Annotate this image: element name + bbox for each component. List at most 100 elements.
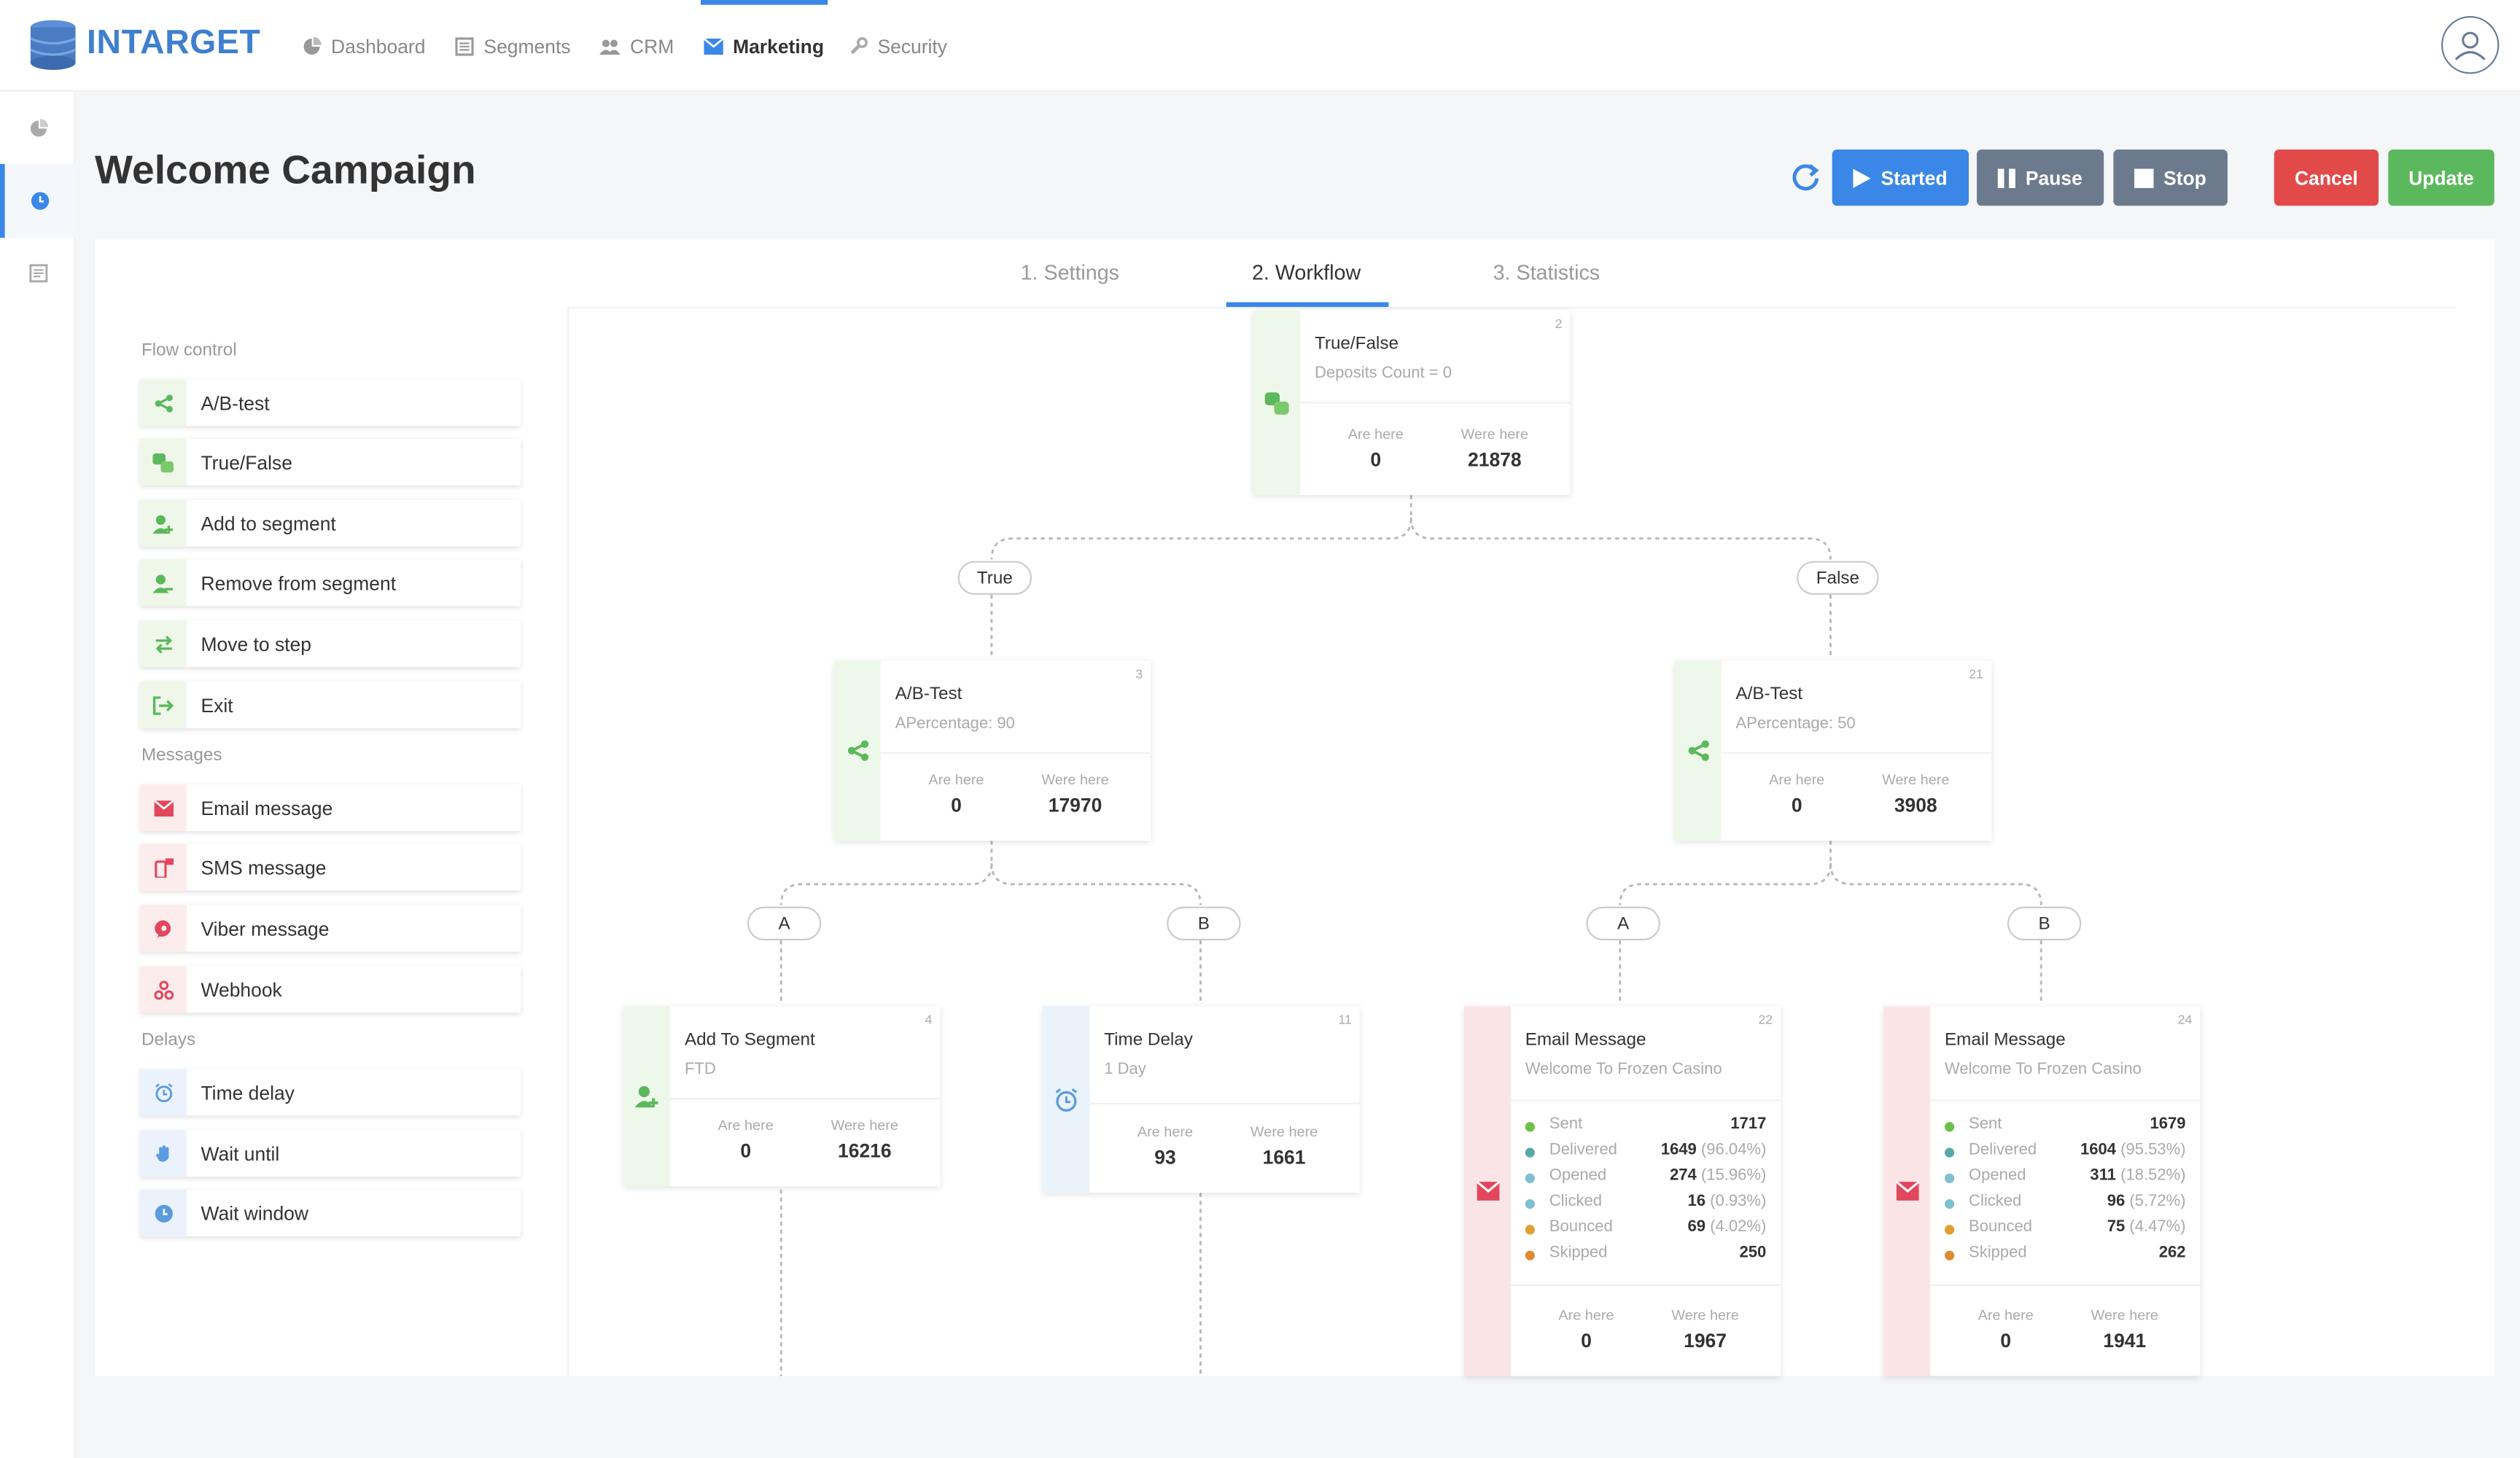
metric-count: 1649 — [1660, 1141, 1697, 1159]
metric-count: 1679 — [2150, 1115, 2186, 1134]
workflow-node-true-false[interactable]: 2 True/False Deposits Count = 0 Are here… — [1253, 310, 1571, 496]
were-here-value: 16216 — [838, 1139, 892, 1163]
palette-item-email-message[interactable]: Email message — [139, 784, 521, 832]
document-icon — [28, 264, 47, 283]
database-logo-icon[interactable] — [29, 19, 77, 71]
branch-label-a[interactable]: A — [747, 906, 822, 940]
palette-item-viber-message[interactable]: Viber message — [139, 905, 521, 952]
pause-button[interactable]: Pause — [1977, 149, 2104, 206]
viber-icon — [154, 919, 170, 938]
are-here-value: 93 — [1154, 1146, 1176, 1169]
envelope-icon — [1476, 1181, 1499, 1201]
palette-label: Wait until — [201, 1142, 280, 1165]
palette-item-ab-test[interactable]: A/B-test — [139, 379, 521, 426]
branch-label-b[interactable]: B — [2007, 906, 2082, 940]
node-title: Add To Segment — [684, 1030, 815, 1050]
were-here-value: 1661 — [1262, 1146, 1306, 1169]
metric-label: Opened — [1549, 1166, 1607, 1185]
metric-value: 274 (15.96%) — [1670, 1167, 1766, 1185]
metric-label: Bounced — [1969, 1218, 2033, 1236]
user-remove-icon — [152, 574, 173, 593]
branch-label-true[interactable]: True — [957, 561, 1032, 595]
metric-value: 75 (4.47%) — [2107, 1218, 2186, 1236]
branch-label-a[interactable]: A — [1586, 906, 1660, 940]
node-title: Time Delay — [1104, 1030, 1193, 1050]
brand-name[interactable]: INTARGET — [87, 24, 261, 61]
pie-chart-icon — [29, 119, 48, 137]
palette-item-true-false[interactable]: True/False — [139, 438, 521, 486]
node-divider — [1089, 1102, 1360, 1104]
started-button[interactable]: Started — [1832, 149, 1969, 206]
node-id: 22 — [1758, 1013, 1773, 1028]
rail-item-campaigns[interactable] — [0, 163, 76, 238]
workflow-node-ab-test[interactable]: 21 A/B-Test APercentage: 50 Are here 0 W… — [1674, 660, 1991, 841]
workflow-node-ab-test[interactable]: 3 A/B-Test APercentage: 90 Are here 0 We… — [833, 660, 1151, 841]
palette-item-sms-message[interactable]: SMS message — [139, 843, 521, 891]
palette-item-move-to-step[interactable]: Move to step — [139, 620, 521, 668]
stop-button[interactable]: Stop — [2113, 149, 2228, 206]
palette-item-exit[interactable]: Exit — [139, 681, 521, 728]
rail-item-reports[interactable] — [0, 236, 76, 310]
tab-workflow[interactable]: 2. Workflow — [1251, 260, 1361, 285]
metric-label: Skipped — [1549, 1244, 1608, 1263]
metric-percent: (5.72%) — [2129, 1193, 2186, 1211]
palette-item-time-delay[interactable]: Time delay — [139, 1069, 521, 1116]
palette-item-remove-from-segment[interactable]: Remove from segment — [139, 559, 521, 607]
palette-label: Email message — [201, 796, 333, 819]
node-divider — [1721, 752, 1991, 755]
nav-label: Segments — [483, 34, 571, 58]
palette-label: Add to segment — [201, 512, 336, 535]
workflow-node-add-to-segment[interactable]: 4 Add To Segment FTD Are here 0 Were her… — [623, 1006, 941, 1187]
palette-item-wait-until[interactable]: Wait until — [139, 1130, 521, 1177]
top-navigation-bar — [0, 0, 2520, 92]
node-id: 24 — [2177, 1013, 2193, 1028]
palette-item-add-to-segment[interactable]: Add to segment — [139, 499, 521, 547]
pie-chart-icon — [303, 36, 322, 54]
workflow-node-email-message[interactable]: 22 Email Message Welcome To Frozen Casin… — [1463, 1006, 1781, 1376]
workflow-node-email-message[interactable]: 24 Email Message Welcome To Frozen Casin… — [1883, 1006, 2201, 1376]
node-subtitle: Welcome To Frozen Casino — [1944, 1061, 2142, 1079]
metric-row-opened: Opened 274 (15.96%) — [1525, 1166, 1766, 1193]
were-here-label: Were here — [1671, 1306, 1739, 1323]
user-avatar[interactable] — [2441, 16, 2500, 74]
envelope-icon — [1895, 1181, 1918, 1201]
metric-label: Skipped — [1969, 1244, 2027, 1263]
status-dot — [1525, 1122, 1535, 1132]
workflow-node-time-delay[interactable]: 11 Time Delay 1 Day Are here 93 Were her… — [1043, 1006, 1360, 1193]
update-button[interactable]: Update — [2388, 149, 2494, 206]
cancel-button[interactable]: Cancel — [2274, 149, 2379, 206]
are-here-label: Are here — [1558, 1306, 1614, 1323]
palette-heading-delays: Delays — [141, 1030, 196, 1050]
nav-label: CRM — [630, 34, 674, 58]
nav-item-security[interactable]: Security — [849, 0, 947, 92]
are-here-value: 0 — [1791, 794, 1802, 817]
alarm-clock-icon — [1055, 1087, 1078, 1111]
left-rail — [0, 91, 76, 1458]
node-title: True/False — [1314, 334, 1399, 354]
node-id: 11 — [1338, 1013, 1352, 1028]
palette-label: Exit — [201, 693, 233, 717]
nav-item-segments[interactable]: Segments — [455, 0, 571, 92]
tab-statistics[interactable]: 3. Statistics — [1493, 260, 1601, 285]
metric-count: 274 — [1669, 1166, 1697, 1185]
nav-item-dashboard[interactable]: Dashboard — [302, 0, 425, 92]
were-here-label: Were here — [831, 1117, 898, 1134]
user-icon — [2454, 31, 2486, 61]
rail-item-dashboard[interactable] — [0, 92, 76, 165]
nav-item-crm[interactable]: CRM — [599, 0, 674, 92]
nav-item-marketing[interactable]: Marketing — [700, 0, 828, 92]
palette-item-webhook[interactable]: Webhook — [139, 966, 521, 1013]
tab-settings[interactable]: 1. Settings — [1020, 260, 1120, 285]
were-here-label: Were here — [1250, 1123, 1318, 1140]
node-subtitle: APercentage: 90 — [895, 715, 1015, 733]
branch-label-b[interactable]: B — [1167, 906, 1241, 940]
metric-value: 311 (18.52%) — [2090, 1167, 2185, 1185]
are-here-label: Are here — [1348, 426, 1404, 443]
palette-item-wait-window[interactable]: Wait window — [139, 1189, 521, 1236]
were-here-label: Were here — [1461, 426, 1528, 443]
node-subtitle: 1 Day — [1104, 1061, 1146, 1079]
palette-heading-flow-control: Flow control — [141, 340, 237, 360]
branch-label-false[interactable]: False — [1797, 561, 1879, 595]
stop-label: Stop — [2163, 166, 2206, 190]
refresh-button[interactable] — [1789, 161, 1822, 195]
